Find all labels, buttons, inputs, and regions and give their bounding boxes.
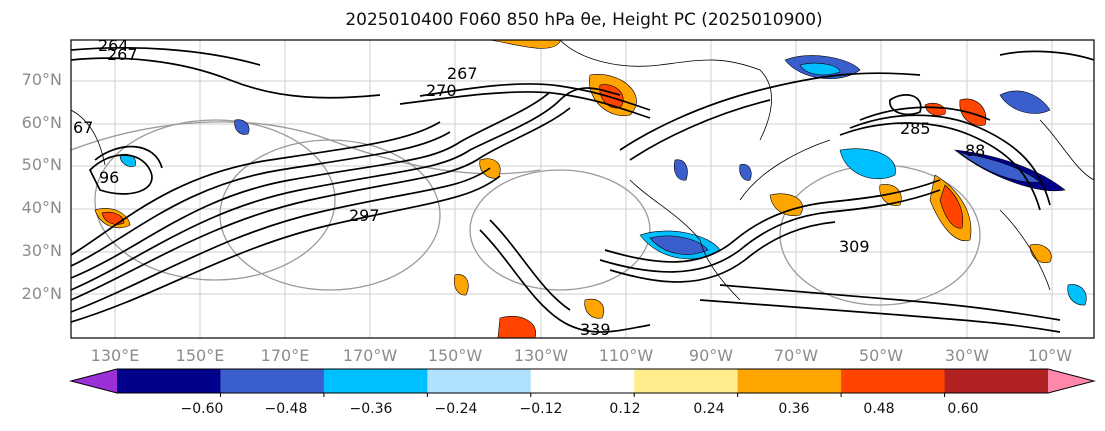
colorbar-tick-label: −0.60	[180, 401, 224, 417]
colorbar-tick-label: −0.24	[434, 401, 478, 417]
contour-label: 267	[107, 45, 138, 64]
colorbar-segment	[634, 369, 739, 393]
contour-label: 270	[426, 81, 457, 100]
contour-label: 267	[447, 64, 478, 83]
colorbar-segment	[530, 369, 635, 393]
colorbar-segment	[117, 369, 221, 393]
colorbar-tick-label: 0.60	[947, 401, 979, 417]
lat-label-60n: 60°N	[21, 113, 62, 132]
lon-label: 10°W	[1027, 346, 1073, 365]
colorbar-segment	[841, 369, 946, 393]
colorbar-segment	[944, 369, 1049, 393]
colorbar-tick-label: 0.48	[863, 401, 895, 417]
colorbar-extend-low	[71, 369, 117, 393]
lon-label: 110°W	[598, 346, 654, 365]
lon-label: 90°W	[688, 346, 734, 365]
map-title: 2025010400 F060 850 hPa θe, Height PC (2…	[345, 10, 823, 30]
contour-label: 96	[99, 168, 119, 187]
lat-label-70n: 70°N	[21, 70, 62, 89]
contour-label: 285	[900, 119, 931, 138]
shading-anomalies	[94, 40, 1087, 338]
contour-label: 67	[73, 118, 93, 137]
lat-label-50n: 50°N	[21, 155, 62, 174]
map-frame	[70, 39, 1095, 339]
colorbar-tick-label: −0.48	[264, 401, 308, 417]
colorbar-outline	[69, 368, 1096, 394]
lon-label: 130°E	[90, 346, 140, 365]
lat-label-40n: 40°N	[21, 198, 62, 217]
lon-label: 170°E	[260, 346, 310, 365]
lon-label: 50°W	[858, 346, 904, 365]
colorbar-segment	[220, 369, 325, 393]
colorbar-tick-label: 0.12	[609, 401, 641, 417]
contour-label: 88	[965, 141, 985, 160]
map-plot-area: 264 267 67 267 270 285 297 309 339 88 96	[71, 36, 1094, 339]
contour-label: 309	[839, 237, 870, 256]
lon-label: 150°E	[175, 346, 225, 365]
lon-label: 130°W	[513, 346, 569, 365]
colorbar	[69, 368, 1096, 397]
colorbar-tick-label: −0.12	[519, 401, 563, 417]
colorbar-tick-label: −0.36	[349, 401, 393, 417]
contour-label: 264	[98, 36, 129, 55]
lon-label: 170°W	[342, 346, 398, 365]
colorbar-segment	[427, 369, 532, 393]
colorbar-tick-label: 0.24	[693, 401, 725, 417]
colorbar-segment	[323, 369, 428, 393]
colorbar-extend-high	[1048, 369, 1094, 393]
contour-labels: 264 267 67 267 270 285 297 309 339 88 96	[73, 36, 985, 339]
coastlines	[71, 40, 1094, 301]
lon-label: 150°W	[427, 346, 483, 365]
lat-label-20n: 20°N	[21, 284, 62, 303]
contour-label: 297	[349, 206, 380, 225]
lat-label-30n: 30°N	[21, 241, 62, 260]
contour-label: 339	[580, 320, 611, 339]
colorbar-segment	[737, 369, 842, 393]
lon-label: 70°W	[773, 346, 819, 365]
graticule	[71, 40, 1094, 338]
lon-label: 30°W	[944, 346, 990, 365]
colorbar-tick-label: 0.36	[778, 401, 810, 417]
